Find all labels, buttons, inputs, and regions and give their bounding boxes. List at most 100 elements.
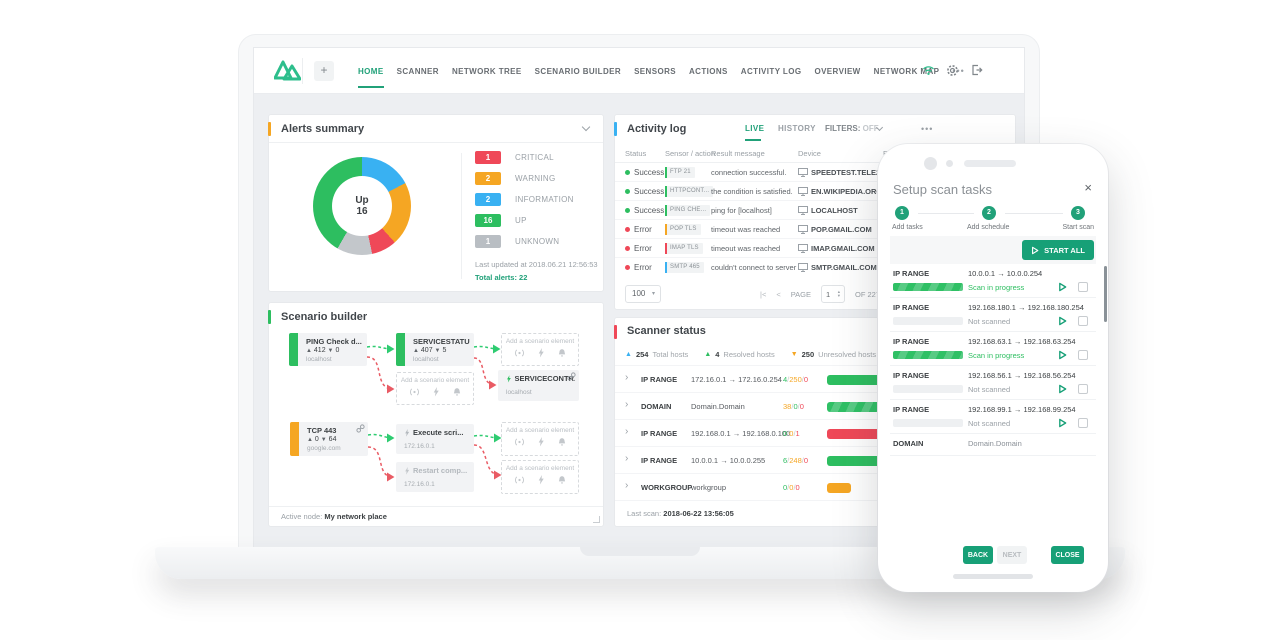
count-unresolved: 0 (789, 429, 794, 438)
legend-divider (461, 153, 462, 279)
stat-resolved-hosts: ▲ 4 Resolved hosts (704, 350, 774, 359)
nav-item-network-map[interactable]: NETWORK MAP (873, 66, 940, 76)
add-scenario-element-placeholder[interactable]: Add a scenario element (501, 460, 579, 494)
add-scenario-element-placeholder[interactable]: Add a scenario element (501, 422, 579, 456)
legend-badge: 2 (475, 172, 501, 185)
nav-item-overview[interactable]: OVERVIEW (814, 66, 861, 76)
task-checkbox[interactable] (1078, 282, 1088, 292)
donut-center: Up 16 (332, 176, 392, 236)
chevron-down-icon[interactable] (581, 122, 591, 132)
wifi-icon[interactable] (922, 64, 935, 76)
bell-icon[interactable] (557, 475, 567, 485)
page-input[interactable]: 1 ▴ ▾ (821, 285, 846, 303)
step-1-circle[interactable]: 1 (895, 206, 909, 220)
expand-icon[interactable]: › (625, 480, 629, 491)
sensor-icon[interactable] (514, 348, 525, 358)
nav-item-home[interactable]: HOME (358, 61, 384, 88)
phone-scrollbar[interactable] (1104, 266, 1107, 322)
expand-icon[interactable]: › (625, 453, 629, 464)
resize-handle[interactable] (593, 516, 600, 523)
play-icon[interactable] (1058, 316, 1067, 326)
activity-more-button[interactable]: ••• (921, 124, 934, 134)
task-checkbox[interactable] (1078, 418, 1088, 428)
logout-icon[interactable] (970, 64, 983, 76)
play-icon[interactable] (1058, 282, 1067, 292)
bell-icon[interactable] (557, 437, 567, 447)
task-checkbox[interactable] (1078, 384, 1088, 394)
scan-row[interactable]: › IP RANGE 192.168.0.1 → 192.168.0.100 0… (615, 420, 1015, 447)
add-scenario-element-placeholder[interactable]: Add a scenario element (501, 333, 579, 366)
lightning-icon[interactable] (432, 387, 440, 397)
sensor-icon[interactable] (514, 475, 525, 485)
legend-label: INFORMATION (515, 195, 574, 204)
device-icon (798, 263, 808, 272)
device-name: LOCALHOST (811, 206, 858, 215)
count-sep: / (787, 483, 790, 492)
lightning-icon[interactable] (537, 437, 545, 447)
page-size-select[interactable]: 100 ▾ (625, 285, 661, 303)
scenario-node-tcp[interactable]: TCP 443 ▲ 0 ▼ 64 google.com (290, 422, 368, 456)
scan-counts: 38/0/0 (783, 402, 804, 411)
scenario-node-servicestatus[interactable]: SERVICESTATU... ▲ 407 ▼ 5 localhost (396, 333, 474, 366)
scenario-node-ping[interactable]: PING Check d... ▲ 412 ▼ 0 localhost (289, 333, 367, 366)
node-title: TCP 443 (307, 426, 337, 435)
tab-live[interactable]: LIVE (745, 124, 765, 141)
nav-item-activity-log[interactable]: ACTIVITY LOG (740, 66, 802, 76)
step-3-circle[interactable]: 3 (1071, 206, 1085, 220)
bell-icon[interactable] (452, 387, 462, 397)
task-checkbox[interactable] (1078, 350, 1088, 360)
node-host: 172.16.0.1 (404, 481, 435, 488)
scan-task-row: IP RANGE 192.168.180.1 → 192.168.180.254… (890, 298, 1096, 332)
filters-label: FILTERS: (825, 124, 861, 133)
nav-item-scanner[interactable]: SCANNER (396, 66, 439, 76)
nav-more-button[interactable]: ••• (952, 66, 965, 76)
scan-type: DOMAIN (641, 402, 672, 411)
node-down-count: 64 (328, 436, 337, 443)
status-dot (625, 246, 630, 251)
next-button[interactable]: NEXT (997, 546, 1027, 564)
task-checkbox[interactable] (1078, 316, 1088, 326)
panel-title: Alerts summary (281, 123, 365, 135)
sensor-icon[interactable] (409, 387, 420, 397)
active-node-value: My network place (324, 512, 387, 521)
expand-icon[interactable]: › (625, 426, 629, 437)
gear-icon[interactable] (946, 64, 959, 77)
active-node-text: Active node: My network place (281, 512, 387, 521)
add-scenario-element-placeholder[interactable]: Add a scenario element (396, 372, 474, 405)
start-all-button[interactable]: START ALL (1022, 240, 1094, 260)
nav-item-network-tree[interactable]: NETWORK TREE (451, 66, 522, 76)
task-type: DOMAIN (893, 439, 924, 448)
tab-history[interactable]: HISTORY (778, 124, 816, 133)
task-type: IP RANGE (893, 337, 930, 346)
bell-icon[interactable] (557, 348, 567, 358)
expand-icon[interactable]: › (625, 372, 629, 383)
first-page-button[interactable]: |< (760, 289, 767, 299)
lightning-icon[interactable] (537, 475, 545, 485)
back-button[interactable]: BACK (963, 546, 993, 564)
play-icon[interactable] (1058, 384, 1067, 394)
play-icon[interactable] (1058, 350, 1067, 360)
play-icon[interactable] (1058, 418, 1067, 428)
scan-range: 10.0.0.1 → 10.0.0.255 (691, 456, 766, 465)
nav-item-scenario-builder[interactable]: SCENARIO BUILDER (534, 66, 622, 76)
last-scan-text: Last scan: 2018-06-22 13:56:05 (627, 509, 734, 518)
expand-icon[interactable]: › (625, 399, 629, 410)
task-progress-bar (893, 317, 963, 325)
device-icon (798, 206, 808, 215)
step-2-circle[interactable]: 2 (982, 206, 996, 220)
sensor-icon[interactable] (514, 437, 525, 447)
lightning-icon[interactable] (537, 348, 545, 358)
task-status: Not scanned (968, 419, 1011, 428)
page-spinner[interactable]: ▴ ▾ (838, 289, 840, 298)
nav-item-sensors[interactable]: SENSORS (634, 66, 676, 76)
prev-page-button[interactable]: < (776, 289, 781, 299)
close-button[interactable]: CLOSE (1051, 546, 1084, 564)
scenario-node-execute[interactable]: Execute scri... 172.16.0.1 (396, 424, 474, 454)
scenario-node-servicecontrol[interactable]: SERVICECONTR... localhost (498, 370, 579, 401)
close-icon[interactable]: × (1084, 180, 1092, 195)
scenario-node-restart[interactable]: Restart comp... 172.16.0.1 (396, 462, 474, 492)
result-message: timeout was reached (711, 225, 781, 234)
add-button[interactable]: + (314, 61, 334, 81)
filters-control[interactable]: FILTERS: OFF (825, 124, 879, 133)
nav-item-actions[interactable]: ACTIONS (688, 66, 728, 76)
